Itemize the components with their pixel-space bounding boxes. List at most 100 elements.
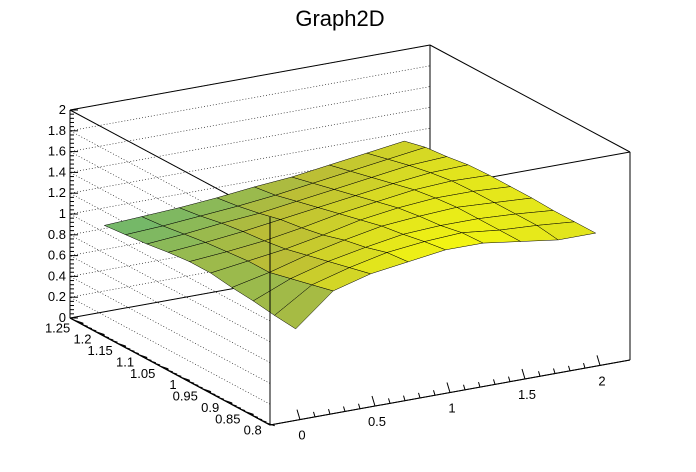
chart-title: Graph2D: [295, 6, 384, 31]
y-tick-label: 0.9: [201, 400, 219, 415]
y-axis: 0.8 0.850.90.951 1.051.1 1.151.21.25: [45, 317, 275, 438]
x-minor-tick: [403, 395, 406, 401]
z-axis: 0 0.2 0.4 0.6 0.8 1 1.2 1.4 1.6 1.8 2: [48, 102, 78, 325]
x-minor-tick: [478, 381, 481, 388]
y-minor-tick: [163, 367, 169, 371]
y-minor-tick: [154, 363, 161, 366]
x-minor-tick: [313, 411, 316, 418]
y-tick-mark: [159, 365, 169, 370]
surface-patch: [536, 221, 597, 241]
y-tick-label: 1.05: [130, 366, 155, 381]
x-minor-tick: [418, 392, 421, 399]
y-minor-tick: [108, 338, 114, 341]
y-tick-label: 1: [169, 377, 176, 392]
z-tick-label: 2: [59, 102, 66, 117]
x-tick-label: 0.5: [368, 414, 386, 429]
y-minor-tick: [146, 358, 152, 361]
x-minor-tick: [328, 409, 331, 415]
x-tick-label: 1: [448, 401, 455, 416]
z-tick-label: 1.2: [48, 185, 66, 200]
y-tick-label: 0.85: [215, 411, 240, 426]
y-minor-tick: [231, 404, 237, 407]
y-minor-tick: [235, 406, 242, 409]
y-minor-tick: [214, 394, 220, 398]
y-tick-mark: [180, 376, 190, 381]
z-gridline: [69, 190, 431, 363]
z-gridline: [69, 148, 431, 322]
y-minor-tick: [218, 397, 225, 400]
y-minor-tick: [82, 324, 88, 327]
z-tick-label: 0.4: [48, 268, 66, 283]
x-minor-tick: [433, 390, 436, 396]
y-minor-tick: [210, 392, 216, 396]
z-gridline: [69, 231, 431, 405]
x-minor-tick: [508, 376, 511, 382]
y-minor-tick: [167, 369, 174, 373]
z-tick-label: 0.6: [48, 248, 66, 263]
x-tick-label: 2: [598, 373, 605, 388]
y-minor-tick: [184, 378, 191, 382]
x-axis: 0 0.5 1 1.5 2: [269, 355, 631, 443]
y-minor-tick: [133, 351, 139, 355]
y-tick-mark: [244, 410, 254, 415]
z-gridline: [69, 169, 431, 343]
x-tick-mark: [596, 355, 601, 366]
y-minor-tick: [125, 347, 131, 350]
y-minor-tick: [86, 326, 93, 330]
y-tick-label: 1.2: [73, 332, 91, 347]
x-tick-mark: [296, 409, 301, 420]
y-minor-tick: [189, 381, 195, 384]
y-tick-mark: [116, 342, 126, 347]
z-tick-label: 1: [59, 206, 66, 221]
y-minor-tick: [176, 374, 182, 377]
y-minor-tick: [142, 356, 148, 359]
x-tick-mark: [446, 382, 451, 393]
y-minor-tick: [91, 328, 97, 332]
x-minor-tick: [538, 371, 541, 377]
z-gridline: [69, 211, 431, 384]
y-minor-tick: [257, 417, 263, 421]
y-minor-tick: [206, 390, 212, 393]
y-minor-tick: [248, 413, 254, 416]
x-minor-tick: [583, 362, 586, 369]
x-minor-tick: [553, 368, 556, 374]
y-minor-tick: [99, 333, 105, 336]
x-minor-tick: [568, 365, 571, 371]
y-tick-mark: [95, 331, 105, 336]
z-tick-label: 0: [59, 310, 66, 325]
y-minor-tick: [252, 415, 259, 418]
y-minor-tick: [240, 408, 246, 412]
y-minor-tick: [150, 360, 156, 364]
x-minor-tick: [463, 384, 466, 390]
y-tick-mark: [265, 422, 275, 427]
x-tick-label: 1.5: [518, 387, 536, 402]
y-minor-tick: [129, 349, 135, 352]
y-tick-mark: [74, 319, 84, 324]
y-minor-tick: [103, 335, 110, 339]
frame-edge: [429, 44, 631, 153]
x-minor-tick: [493, 379, 496, 385]
y-minor-tick: [112, 340, 118, 343]
y-tick-mark: [201, 388, 212, 393]
y-minor-tick: [171, 372, 178, 375]
z-gridline: [69, 44, 431, 218]
z-tick-label: 1.4: [48, 164, 66, 179]
x-tick-label: 0: [298, 428, 305, 443]
x-tick-mark: [371, 395, 376, 407]
surface-plot: [103, 140, 597, 330]
y-minor-tick: [261, 419, 267, 423]
y-tick-label: 0.95: [173, 389, 198, 404]
y-minor-tick: [120, 344, 127, 348]
z-tick-label: 0.2: [48, 289, 66, 304]
x-minor-tick: [388, 398, 391, 404]
z-tick-label: 1.6: [48, 144, 66, 159]
y-tick-label: 0.8: [244, 423, 262, 438]
y-minor-tick: [78, 322, 84, 325]
z-tick-label: 0.8: [48, 227, 66, 242]
y-tick-label: 1.25: [45, 320, 70, 335]
y-minor-tick: [193, 383, 199, 387]
z-tick-label: 1.8: [48, 123, 66, 138]
y-tick-label: 1.1: [116, 354, 134, 369]
y-minor-tick: [197, 385, 203, 389]
